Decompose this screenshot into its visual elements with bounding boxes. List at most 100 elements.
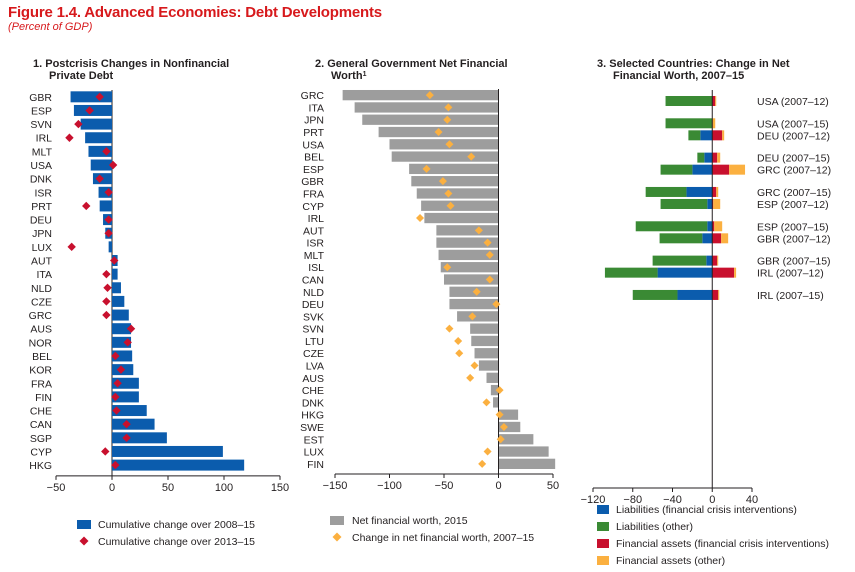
panel1-bar bbox=[112, 323, 132, 335]
panel3-stacked-segment bbox=[632, 289, 678, 300]
panel1-tick-label: −50 bbox=[47, 482, 66, 494]
panel2-legend-swatch-diamond bbox=[332, 532, 342, 542]
panel3-stacked-segment bbox=[716, 186, 719, 197]
panel1-diamond-point bbox=[111, 392, 120, 402]
panel3-tick-label: 0 bbox=[709, 494, 715, 506]
figure-title: Figure 1.4. Advanced Economies: Debt Dev… bbox=[8, 4, 382, 21]
panel2-tick-label: −150 bbox=[323, 480, 348, 492]
panel3-stacked-segment bbox=[665, 118, 713, 129]
panel2-category-label: GRC bbox=[301, 90, 325, 102]
panel3-stacked-segment bbox=[688, 130, 701, 141]
panel2-category-label: FIN bbox=[307, 459, 324, 471]
panel2-diamond-point bbox=[444, 189, 453, 198]
panel2-bar bbox=[498, 434, 534, 445]
panel2-category-label: GBR bbox=[301, 176, 324, 188]
panel3-tick-label: −80 bbox=[623, 494, 642, 506]
panel3-stacked-segment bbox=[717, 255, 719, 266]
panel1-bar bbox=[85, 132, 112, 144]
panel1-diamond-point bbox=[122, 419, 131, 429]
panel2-category-label: AUS bbox=[302, 373, 324, 385]
panel1-diamond-point bbox=[111, 351, 120, 361]
panel3-stacked-segment bbox=[707, 198, 713, 209]
panel1-bar bbox=[90, 159, 112, 171]
panel3-category-label: ESP (2007–15) bbox=[757, 221, 829, 233]
panel1-bar bbox=[112, 432, 167, 444]
panel3-tick-label: 40 bbox=[746, 494, 758, 506]
panel1-diamond-point bbox=[108, 160, 118, 170]
panel1-category-label: BEL bbox=[32, 351, 52, 363]
panel2-diamond-point bbox=[468, 312, 477, 321]
panel2-bar bbox=[438, 249, 499, 261]
panel1-diamond-point bbox=[95, 92, 104, 102]
panel1-category-label: CHE bbox=[30, 406, 52, 418]
panel3-stacked-segment bbox=[712, 130, 723, 141]
panel2-bar bbox=[498, 446, 549, 457]
panel1-category-label: CAN bbox=[30, 419, 52, 431]
panel1-bar bbox=[70, 91, 112, 103]
panel2-bar bbox=[421, 200, 499, 211]
panel3-tick-label: −40 bbox=[663, 494, 682, 506]
panel2-diamond-point bbox=[443, 263, 452, 272]
panel1-category-label: GRC bbox=[29, 310, 53, 322]
panel2-category-label: LUX bbox=[304, 447, 324, 459]
panel2-diamond-point bbox=[485, 250, 494, 259]
panel3-legend-label: Financial assets (other) bbox=[616, 555, 725, 567]
panel2-diamond-point bbox=[444, 103, 453, 112]
panel1-legend-label: Cumulative change over 2008–15 bbox=[98, 519, 255, 531]
panel3-stacked-segment bbox=[712, 164, 730, 175]
panel2-category-label: SWE bbox=[300, 422, 324, 434]
panel2-category-label: JPN bbox=[304, 115, 324, 127]
panel1-diamond-point bbox=[110, 256, 119, 265]
panel2-tick-label: −100 bbox=[377, 480, 402, 492]
panel1-bar bbox=[112, 391, 139, 403]
panel3-legend-label: Financial assets (financial crisis inter… bbox=[616, 538, 829, 550]
panel2-category-label: CAN bbox=[302, 274, 324, 286]
panel3-stacked-segment bbox=[717, 152, 721, 163]
panel2-bar bbox=[490, 384, 499, 396]
panel2-diamond-point bbox=[425, 91, 434, 100]
panel1-diamond-point bbox=[74, 119, 83, 129]
panel2-bar bbox=[457, 311, 499, 322]
panel2-bar bbox=[449, 298, 499, 310]
panel1-legend-swatch-bar bbox=[77, 520, 91, 529]
panel2-diamond-point bbox=[478, 459, 487, 468]
panel1-diamond-point bbox=[116, 365, 126, 374]
panel1-diamond-point bbox=[111, 460, 120, 470]
panel2-bar bbox=[411, 176, 499, 187]
panel3-category-label: USA (2007–12) bbox=[757, 96, 829, 108]
panel3-stacked-segment bbox=[722, 130, 725, 141]
panel2-bar bbox=[498, 409, 519, 420]
panel1-category-label: ITA bbox=[36, 269, 52, 281]
panel3-stacked-segment bbox=[660, 164, 693, 175]
panel3-stacked-segment bbox=[712, 233, 722, 244]
panel1-bar bbox=[80, 118, 112, 130]
panel1-category-label: USA bbox=[30, 160, 52, 172]
panel2-category-label: NLD bbox=[303, 287, 324, 299]
panel3-stacked-segment bbox=[712, 118, 716, 129]
panel3-category-label: DEU (2007–15) bbox=[757, 153, 830, 165]
panel3-stacked-segment bbox=[715, 96, 717, 106]
panel1-diamond-point bbox=[95, 174, 104, 183]
panel3-category-label: GBR (2007–15) bbox=[757, 256, 831, 268]
panel3-stacked-segment bbox=[604, 267, 658, 278]
panel1-bar bbox=[112, 350, 133, 362]
panel3-stacked-segment bbox=[729, 164, 746, 175]
panel3-stacked-segment bbox=[660, 198, 708, 209]
panel2-bar bbox=[478, 360, 499, 371]
panel2-category-label: SVK bbox=[303, 311, 324, 323]
panel3-stacked-segment bbox=[734, 267, 737, 278]
panel3-stacked-segment bbox=[686, 186, 713, 197]
panel2-diamond-point bbox=[455, 349, 464, 358]
panel1-diamond-point bbox=[104, 215, 113, 224]
panel3-stacked-segment bbox=[712, 267, 735, 278]
panel2-bar bbox=[498, 421, 521, 433]
panel2-diamond-point bbox=[472, 287, 481, 296]
panel1-category-label: AUT bbox=[31, 256, 53, 268]
panel3-stacked-segment bbox=[677, 289, 713, 300]
panel3-legend-label: Liabilities (financial crisis interventi… bbox=[616, 504, 797, 516]
panel1-bar bbox=[112, 268, 118, 280]
panel1-bar bbox=[112, 282, 121, 294]
figure-subtitle: (Percent of GDP) bbox=[8, 21, 93, 33]
panel2-diamond-point bbox=[485, 275, 494, 284]
panel1-category-label: CYP bbox=[30, 446, 52, 458]
